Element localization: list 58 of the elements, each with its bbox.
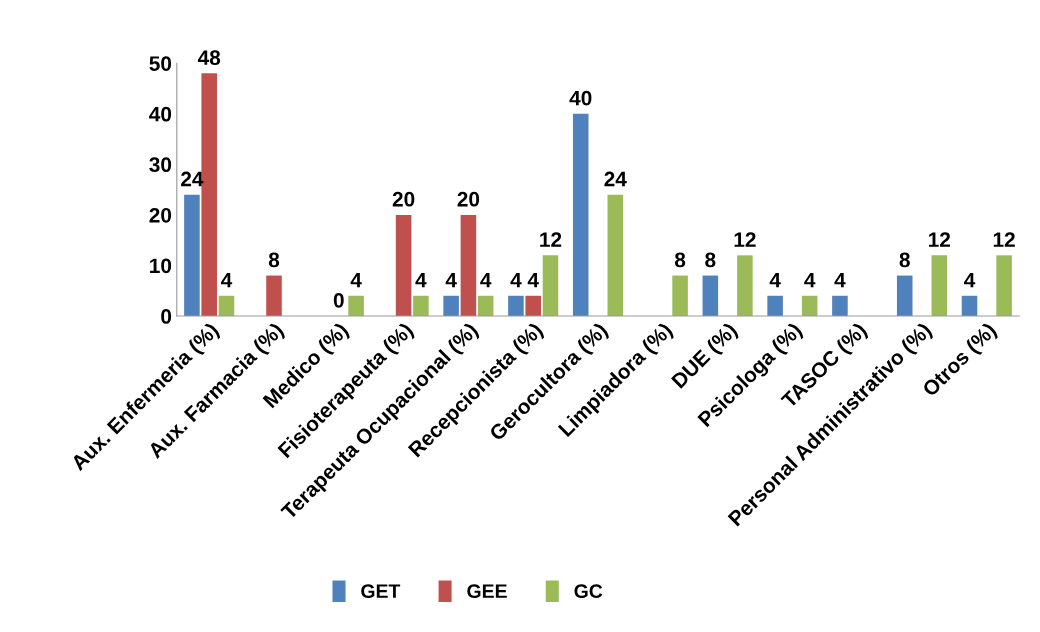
bar (266, 275, 282, 316)
data-label: 4 (480, 272, 492, 288)
bar (702, 275, 719, 316)
bar (996, 255, 1012, 316)
data-label: 0 (333, 292, 344, 308)
bar (896, 275, 913, 316)
data-label: 4 (221, 272, 233, 288)
bar (508, 295, 524, 316)
data-label: 4 (804, 272, 816, 288)
bar (832, 295, 848, 316)
bar (443, 295, 459, 316)
bar (477, 295, 494, 316)
bar (737, 255, 753, 316)
data-label: 12 (540, 232, 562, 247)
y-tick-label: 10 (150, 258, 172, 274)
data-label: 4 (527, 272, 539, 288)
data-label: 4 (510, 272, 522, 288)
bar (672, 275, 688, 316)
data-label: 8 (705, 252, 716, 268)
data-label: 12 (734, 232, 756, 247)
data-label: 8 (674, 252, 686, 268)
bar (801, 295, 818, 316)
data-label: 48 (197, 50, 221, 66)
data-label: 4 (769, 272, 781, 288)
bar (961, 295, 978, 316)
y-tick-label: 0 (161, 309, 172, 324)
y-tick-label: 40 (149, 106, 172, 122)
legend-label: GET (361, 584, 401, 599)
bar (348, 295, 364, 316)
data-label: 4 (834, 272, 846, 288)
y-tick-label: 20 (149, 207, 172, 223)
data-label: 12 (993, 232, 1015, 247)
bar (767, 295, 783, 316)
data-label: 20 (457, 191, 480, 207)
data-label: 8 (899, 252, 910, 268)
data-label: 4 (415, 272, 427, 288)
data-label: 20 (392, 191, 415, 207)
legend-label: GEE (467, 584, 507, 599)
data-label: 4 (350, 272, 362, 288)
legend-label: GC (574, 584, 603, 599)
y-tick-label: 30 (149, 157, 172, 173)
bar (395, 214, 412, 316)
data-label: 40 (569, 90, 592, 106)
bar (525, 295, 541, 316)
bar (572, 113, 589, 316)
bar (184, 194, 200, 316)
y-tick-label: 50 (149, 56, 172, 71)
data-label: 12 (929, 232, 951, 247)
bar (460, 214, 477, 316)
bar (542, 255, 559, 316)
data-label: 4 (445, 272, 457, 288)
bar (607, 194, 624, 316)
bar (413, 295, 429, 316)
data-label: 8 (268, 252, 280, 268)
data-label: 4 (964, 272, 976, 288)
data-label: 24 (604, 171, 627, 187)
bar (931, 255, 948, 316)
bar (218, 295, 235, 316)
